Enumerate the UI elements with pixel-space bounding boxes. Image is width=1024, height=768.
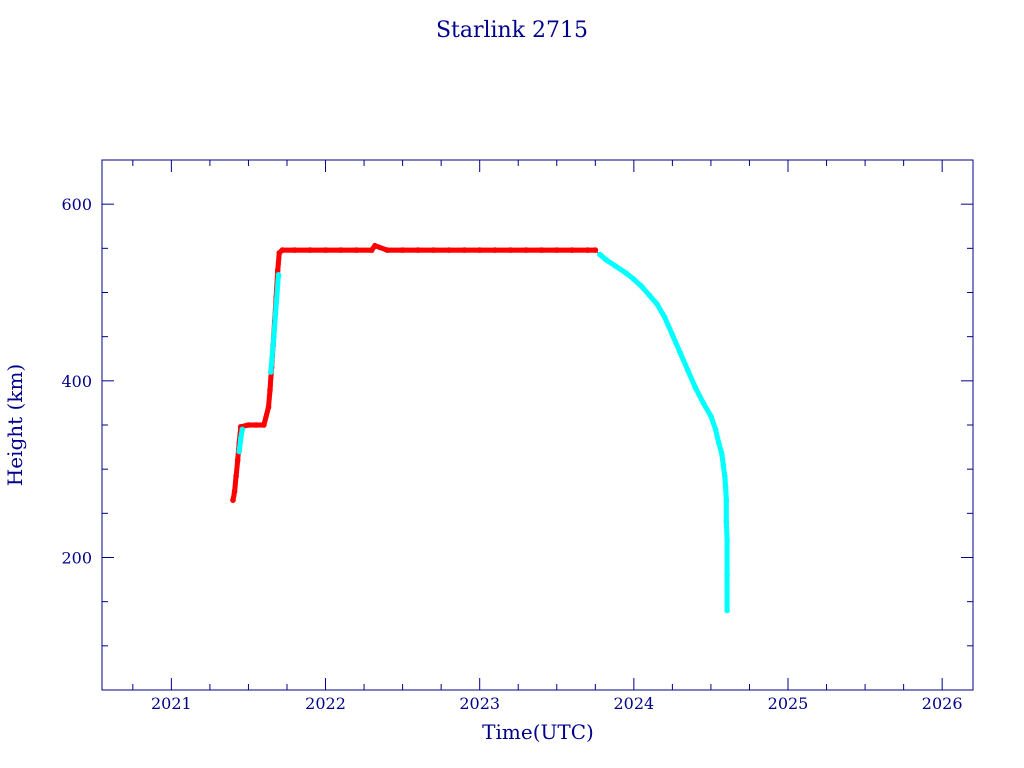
x-tick-label: 2025 <box>768 694 809 713</box>
x-tick-label: 2021 <box>151 694 192 713</box>
series-1-point <box>236 448 242 455</box>
series-0-point <box>554 247 560 253</box>
series-0-point <box>253 422 259 428</box>
y-tick-label: 400 <box>61 372 92 391</box>
series-1-point <box>638 283 645 290</box>
series-0-point <box>523 247 529 253</box>
series-0-point <box>265 404 272 411</box>
series-0-point <box>267 386 273 393</box>
series-0-point <box>233 473 239 480</box>
plot-axes: 2021 2022 2023 2024 2025 2026 200 400 600 <box>61 159 974 713</box>
series-1-point <box>724 607 730 614</box>
series-1-point <box>597 251 603 258</box>
series-1-point <box>631 276 637 283</box>
x-tick-label: 2023 <box>459 694 500 713</box>
series-1-point <box>603 257 609 263</box>
series-0-point <box>461 247 468 253</box>
series-0-point <box>322 247 329 253</box>
x-tick-label: 2024 <box>613 694 654 713</box>
series-1-point <box>718 450 725 457</box>
series-1-point <box>723 519 730 525</box>
series-1-point <box>692 385 699 391</box>
series-1-point <box>271 333 277 340</box>
series-1-point <box>723 497 730 503</box>
series-1-point <box>646 292 653 298</box>
series-0-point <box>592 247 599 253</box>
series-1-point <box>239 426 246 433</box>
series-1-point <box>272 311 279 318</box>
series-0-point <box>245 422 252 428</box>
series-0-point <box>261 422 267 428</box>
series-1-point <box>268 369 274 375</box>
series-1-point <box>724 537 730 543</box>
series-1-point <box>685 367 691 374</box>
plot-marks <box>230 242 730 614</box>
series-0-point <box>584 247 591 253</box>
series-1-point <box>722 484 729 490</box>
series-1-point <box>677 349 683 356</box>
series-1-point <box>669 332 676 338</box>
series-0-point <box>430 247 437 253</box>
series-0-point <box>569 247 575 253</box>
x-axis-label: Time(UTC) <box>482 720 594 744</box>
series-1-point <box>661 314 668 321</box>
series-0-point <box>492 247 498 253</box>
series-0-point <box>384 247 391 253</box>
chart-title: Starlink 2715 <box>436 18 588 43</box>
series-0-point <box>538 247 545 253</box>
series-1-point <box>275 272 282 278</box>
y-axis-label: Height (km) <box>3 364 27 486</box>
series-0-point <box>231 488 238 495</box>
series-1-point <box>715 439 722 446</box>
series-0-point <box>279 247 286 253</box>
y-tick-label: 600 <box>61 195 92 214</box>
series-0-point <box>369 247 375 253</box>
series-1-point <box>712 426 719 433</box>
y-tick-label: 200 <box>61 549 92 568</box>
series-1-point <box>722 473 728 480</box>
series-1-point <box>724 572 730 578</box>
series-0-point <box>415 247 421 253</box>
series-1-point <box>237 435 244 442</box>
series-0-point <box>274 267 281 274</box>
series-1-point <box>623 270 629 276</box>
series-0-point <box>446 247 452 253</box>
series-0-point <box>230 497 236 503</box>
series-0-point <box>399 247 406 253</box>
series-0-point <box>353 247 360 253</box>
series-0-point <box>507 247 514 253</box>
x-tick-label: 2022 <box>305 694 346 713</box>
series-0-point <box>291 247 298 253</box>
series-0-point <box>372 242 378 249</box>
series-1-point <box>700 400 706 406</box>
series-1-point <box>720 462 727 468</box>
series-0-point <box>234 457 241 464</box>
series-1-point <box>708 413 714 420</box>
series-1-point <box>654 301 660 307</box>
series-0-point <box>476 247 483 253</box>
plot-frame <box>101 159 974 691</box>
series-0-point <box>338 247 344 253</box>
series-1-point <box>612 263 619 269</box>
series-0-point <box>307 247 313 253</box>
x-tick-label: 2026 <box>922 694 963 713</box>
